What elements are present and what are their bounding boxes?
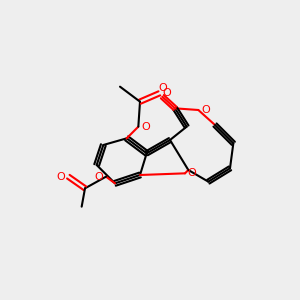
Text: O: O (94, 172, 103, 182)
Text: O: O (57, 172, 65, 182)
Text: O: O (141, 122, 150, 132)
Text: O: O (187, 168, 196, 178)
Text: O: O (162, 88, 171, 98)
Text: O: O (158, 83, 167, 93)
Text: O: O (201, 105, 210, 115)
